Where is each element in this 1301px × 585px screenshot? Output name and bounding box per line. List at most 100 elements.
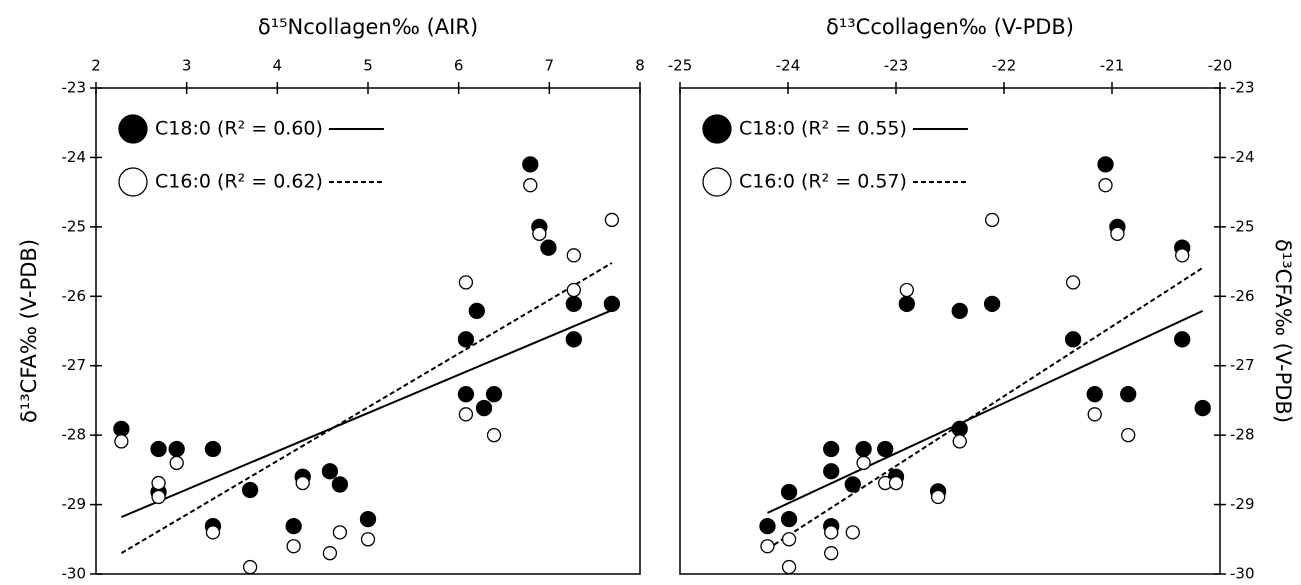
y-tick-label: -30 [1230,565,1255,582]
x-tick-label: 4 [273,57,283,75]
x-tick-label: -25 [668,57,693,75]
y-tick-label: -25 [62,217,87,235]
data-point [1120,386,1137,403]
legend-label: C18:0 (R² = 0.55) [739,118,907,140]
x-tick-label: 8 [635,57,645,75]
y-tick-label: -28 [62,426,87,444]
data-point [1175,248,1190,263]
data-point [169,455,184,471]
data-point [151,475,166,491]
data-point [780,511,798,528]
legend-label: C16:0 (R² = 0.62) [155,171,323,193]
data-point [360,532,376,547]
legend-marker [118,167,148,197]
plot-frame [95,87,641,575]
data-point [523,178,538,193]
data-point [780,483,798,501]
y-tick-label: -23 [1230,79,1255,97]
y-tick-label: -26 [1230,287,1255,305]
data-point [457,331,475,348]
data-point [898,295,915,313]
data-point [241,481,259,499]
data-point [1098,178,1113,193]
data-point [322,546,338,561]
y-tick-label: -24 [1230,148,1255,166]
data-point [760,539,775,554]
data-point [1110,226,1125,241]
data-point [759,517,776,535]
data-point [877,440,894,458]
data-point [1194,399,1211,417]
data-point [604,212,620,228]
data-point [114,434,129,449]
data-point [204,440,222,458]
data-point [168,440,185,458]
data-point [823,440,840,458]
x-tick-label: 7 [545,57,555,75]
data-point [845,525,860,540]
plot-frame [679,87,1221,575]
trend-line [120,309,613,518]
data-point [458,275,474,290]
data-point [151,489,166,505]
data-point [856,455,871,471]
trend-line [767,309,1204,514]
y-tick-label: -24 [62,148,87,166]
y-tick-label: -29 [1230,495,1255,513]
data-point [951,420,968,438]
data-point [1064,331,1082,348]
x-tick-label: -24 [776,57,801,75]
data-point [332,525,348,540]
data-point [1097,156,1114,173]
y-tick-label: -27 [62,356,87,374]
data-point [532,226,547,241]
legend-marker [118,114,148,144]
y-axis-title: δ¹³CFA‰ (V-PDB) [17,239,41,423]
data-point [468,302,485,320]
data-point [1065,275,1081,290]
data-point [113,420,130,438]
data-point [457,386,475,403]
legend-marker [702,114,732,144]
data-point [984,212,1000,228]
data-point [823,463,840,480]
legend-marker [702,167,732,197]
data-point [540,239,557,256]
y-tick-label: -26 [62,287,87,305]
data-point [565,295,582,313]
data-point [899,282,914,298]
trend-line [120,262,613,555]
x-tick-label: -22 [992,57,1017,75]
data-point [952,434,967,449]
data-point [1087,407,1102,422]
data-point [781,532,797,547]
data-point [295,475,310,491]
data-point [475,399,493,417]
data-point [824,546,839,561]
trend-line [766,266,1204,550]
data-point [983,295,1001,313]
data-point [486,427,502,443]
data-point [1086,386,1103,403]
legend-label: C18:0 (R² = 0.60) [155,118,323,140]
data-point [1121,427,1136,443]
y-axis-title: δ¹³CFA‰ (V-PDB) [1271,239,1295,423]
x-axis-title: δ¹³Ccollagen‰ (V-PDB) [826,15,1074,39]
x-axis-title: δ¹⁵Ncollagen‰ (AIR) [258,15,478,39]
data-point [566,282,581,298]
data-point [522,156,539,173]
y-tick-label: -28 [1230,426,1255,444]
x-tick-label: 5 [363,57,373,75]
y-tick-label: -25 [1230,217,1255,235]
data-point [855,440,872,458]
y-tick-label: -29 [62,495,87,513]
data-point [781,559,797,575]
x-tick-label: 3 [182,57,192,75]
x-tick-label: -21 [1100,57,1125,75]
y-tick-label: -23 [62,79,87,97]
data-point [321,463,339,480]
y-tick-label: -27 [1230,356,1255,374]
data-point [359,511,377,528]
data-point [566,248,581,263]
